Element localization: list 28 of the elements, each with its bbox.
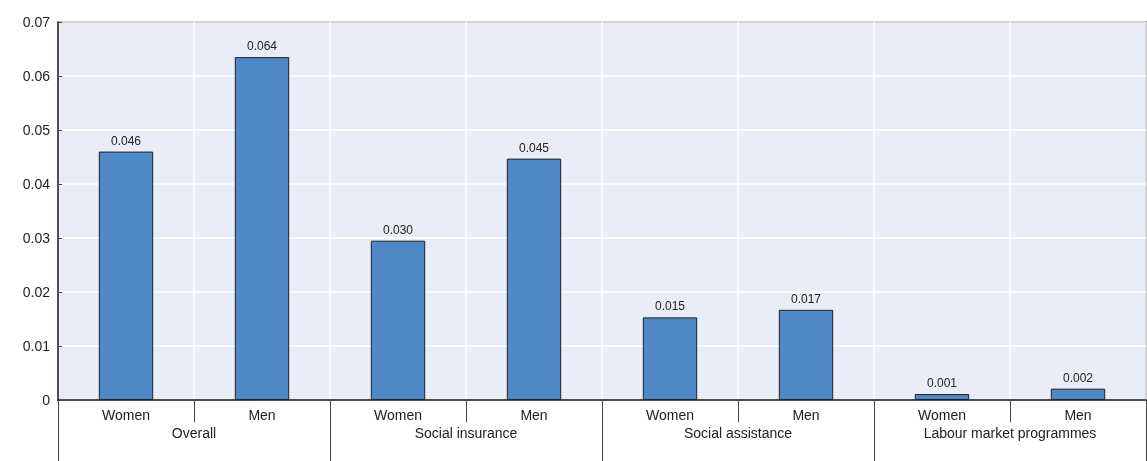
y-tick-label: 0.01 [22,338,51,354]
x-tick-label: Women [646,407,694,423]
data-label: 0.001 [926,376,958,391]
x-tick-label: Men [792,407,820,423]
x-tick-label: Men [520,407,548,423]
y-tick-label: 0.02 [22,284,51,300]
data-label: 0.017 [790,291,822,306]
x-tick-label: Women [918,407,966,423]
x-tick-label: Women [102,407,150,423]
text: Labour market programmes [923,425,1097,441]
data-label: 0.015 [654,299,686,314]
text: Social insurance [414,425,518,441]
data-label: 0.002 [1062,370,1094,385]
y-tick-label: 0.03 [22,230,51,246]
x-tick-label: Men [248,407,276,423]
text: Social assistance [683,425,793,441]
y-tick-label: 0.05 [22,122,51,138]
y-tick-label: 0.07 [22,14,51,30]
data-label: 0.046 [110,133,142,148]
y-tick-label: 0.06 [22,68,51,84]
data-label: 0.064 [246,39,278,54]
x-tick-label: Men [1064,407,1092,423]
text: Overall [171,425,217,441]
data-label: 0.030 [382,222,414,237]
y-tick-label: 0 [42,392,51,408]
y-tick-label: 0.04 [22,176,51,192]
data-label: 0.045 [518,140,550,155]
x-tick-label: Women [374,407,422,423]
